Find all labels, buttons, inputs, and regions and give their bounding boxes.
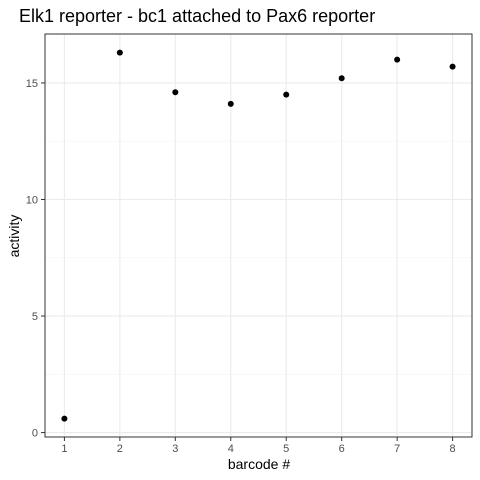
data-point	[449, 63, 456, 70]
data-point	[172, 89, 179, 96]
panel-border	[44, 33, 473, 438]
y-tick-label: 10	[26, 194, 38, 206]
y-axis-label: activity	[6, 215, 22, 258]
x-tick-label: 8	[450, 443, 456, 455]
data-point	[61, 415, 68, 422]
data-point	[283, 91, 290, 98]
data-point	[227, 100, 234, 107]
x-tick-label: 7	[394, 443, 400, 455]
x-tick-label: 1	[61, 443, 67, 455]
minor-gridlines	[45, 140, 472, 375]
y-tick-label: 15	[26, 78, 38, 90]
x-tick-label: 5	[283, 443, 289, 455]
data-point	[338, 75, 345, 82]
x-tick-label: 4	[228, 443, 234, 455]
data-points	[61, 49, 456, 422]
x-tick-label: 3	[172, 443, 178, 455]
data-point	[116, 49, 123, 56]
x-tick-label: 2	[117, 443, 123, 455]
x-axis-ticks: 1 2 3 4 5 6 7 8	[61, 437, 456, 455]
chart-title: Elk1 reporter - bc1 attached to Pax6 rep…	[19, 6, 375, 26]
x-axis-label: barcode #	[228, 456, 290, 472]
y-tick-label: 0	[32, 428, 38, 440]
y-axis-ticks: 0 5 10 15	[26, 78, 45, 440]
y-tick-label: 5	[32, 311, 38, 323]
data-point	[394, 56, 401, 63]
x-tick-label: 6	[339, 443, 345, 455]
